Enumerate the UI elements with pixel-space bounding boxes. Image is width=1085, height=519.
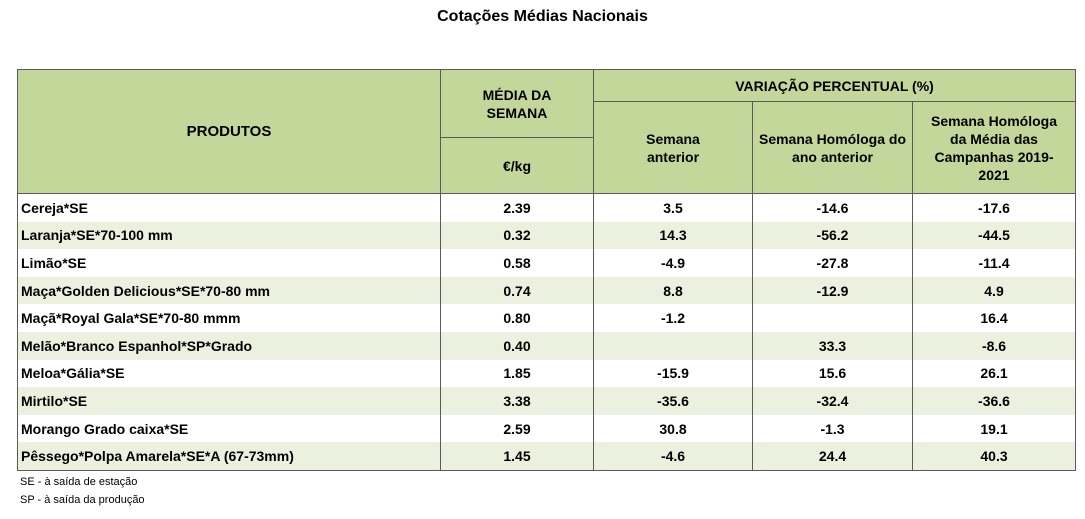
previous-year-variation: -14.6 [752, 193, 913, 222]
previous-year-variation: -27.8 [752, 249, 913, 277]
header-campaigns-average-label: Semana Homóloga da Média das Campanhas 2… [930, 112, 1058, 183]
table-row: Pêssego*Polpa Amarela*SE*A (67-73mm) 1.4… [17, 442, 1077, 471]
previous-year-variation: -32.4 [752, 387, 913, 415]
previous-year-variation: 33.3 [752, 331, 913, 360]
table-row: Cereja*SE 2.39 3.5 -14.6 -17.6 [17, 193, 1077, 222]
previous-week-variation: -15.9 [593, 359, 753, 388]
product-name: Meloa*Gália*SE [17, 359, 441, 388]
campaigns-variation: 26.1 [911, 359, 1077, 388]
weekly-average-value: 0.74 [440, 276, 594, 305]
previous-year-variation: 15.6 [752, 359, 913, 388]
previous-week-variation [593, 331, 753, 360]
product-name: Limão*SE [17, 249, 441, 277]
table-row: Meloa*Gália*SE 1.85 -15.9 15.6 26.1 [17, 359, 1077, 388]
product-name: Cereja*SE [17, 193, 441, 222]
product-name: Pêssego*Polpa Amarela*SE*A (67-73mm) [17, 442, 441, 471]
campaigns-variation: -44.5 [911, 221, 1077, 250]
campaigns-variation: 4.9 [911, 276, 1077, 305]
campaigns-variation: 40.3 [911, 442, 1077, 471]
table-row: Maçã*Royal Gala*SE*70-80 mmm 0.80 -1.2 1… [17, 304, 1077, 332]
previous-year-variation [752, 304, 913, 332]
previous-week-variation: 8.8 [593, 276, 753, 305]
weekly-average-value: 1.85 [440, 359, 594, 388]
header-previous-week-label: Semana anterior [646, 130, 700, 165]
table-row: Mirtilo*SE 3.38 -35.6 -32.4 -36.6 [17, 387, 1077, 415]
previous-week-variation: 3.5 [593, 193, 753, 222]
table-row: Limão*SE 0.58 -4.9 -27.8 -11.4 [17, 249, 1077, 277]
weekly-average-value: 1.45 [440, 442, 594, 471]
table-row: Maça*Golden Delicious*SE*70-80 mm 0.74 8… [17, 276, 1077, 305]
table-row: Melão*Branco Espanhol*SP*Grado 0.40 33.3… [17, 331, 1077, 360]
campaigns-variation: 16.4 [911, 304, 1077, 332]
campaigns-variation: -17.6 [911, 193, 1077, 222]
header-unit: €/kg [440, 137, 594, 194]
campaigns-variation: -36.6 [911, 387, 1077, 415]
price-table: PRODUTOS MÉDIA DA SEMANA VARIAÇÃO PERCEN… [17, 69, 1077, 471]
product-name: Maça*Golden Delicious*SE*70-80 mm [17, 276, 441, 305]
header-previous-year-week-label: Semana Homóloga do ano anterior [758, 130, 907, 165]
footnote-se: SE - à saída de estação [20, 476, 138, 488]
header-campaigns-average: Semana Homóloga da Média das Campanhas 2… [911, 101, 1077, 194]
previous-week-variation: 14.3 [593, 221, 753, 250]
previous-year-variation: -1.3 [752, 414, 913, 443]
header-previous-year-week: Semana Homóloga do ano anterior [752, 101, 913, 194]
previous-year-variation: -12.9 [752, 276, 913, 305]
header-weekly-average-label: MÉDIA DA SEMANA [482, 86, 552, 121]
previous-week-variation: -4.6 [593, 442, 753, 471]
product-name: Morango Grado caixa*SE [17, 414, 441, 443]
weekly-average-value: 2.59 [440, 414, 594, 443]
previous-week-variation: -1.2 [593, 304, 753, 332]
weekly-average-value: 0.80 [440, 304, 594, 332]
table-row: Laranja*SE*70-100 mm 0.32 14.3 -56.2 -44… [17, 221, 1077, 250]
header-weekly-average: MÉDIA DA SEMANA [440, 69, 594, 138]
footnotes: SE - à saída de estação SP - à saída da … [20, 473, 145, 509]
previous-week-variation: -35.6 [593, 387, 753, 415]
header-previous-week: Semana anterior [593, 101, 753, 194]
header-percent-variation: VARIAÇÃO PERCENTUAL (%) [592, 69, 1077, 102]
product-name: Laranja*SE*70-100 mm [17, 221, 441, 250]
previous-week-variation: -4.9 [593, 249, 753, 277]
product-name: Mirtilo*SE [17, 387, 441, 415]
footnote-sp: SP - à saída da produção [20, 494, 145, 506]
campaigns-variation: -8.6 [911, 331, 1077, 360]
product-name: Melão*Branco Espanhol*SP*Grado [17, 331, 441, 360]
weekly-average-value: 3.38 [440, 387, 594, 415]
table-row: Morango Grado caixa*SE 2.59 30.8 -1.3 19… [17, 414, 1077, 443]
previous-year-variation: -56.2 [752, 221, 913, 250]
weekly-average-value: 0.58 [440, 249, 594, 277]
weekly-average-value: 0.32 [440, 221, 594, 250]
weekly-average-value: 0.40 [440, 331, 594, 360]
campaigns-variation: 19.1 [911, 414, 1077, 443]
header-products: PRODUTOS [17, 69, 441, 194]
weekly-average-value: 2.39 [440, 193, 594, 222]
product-name: Maçã*Royal Gala*SE*70-80 mmm [17, 304, 441, 332]
previous-year-variation: 24.4 [752, 442, 913, 471]
campaigns-variation: -11.4 [911, 249, 1077, 277]
page-title: Cotações Médias Nacionais [437, 8, 648, 25]
previous-week-variation: 30.8 [593, 414, 753, 443]
